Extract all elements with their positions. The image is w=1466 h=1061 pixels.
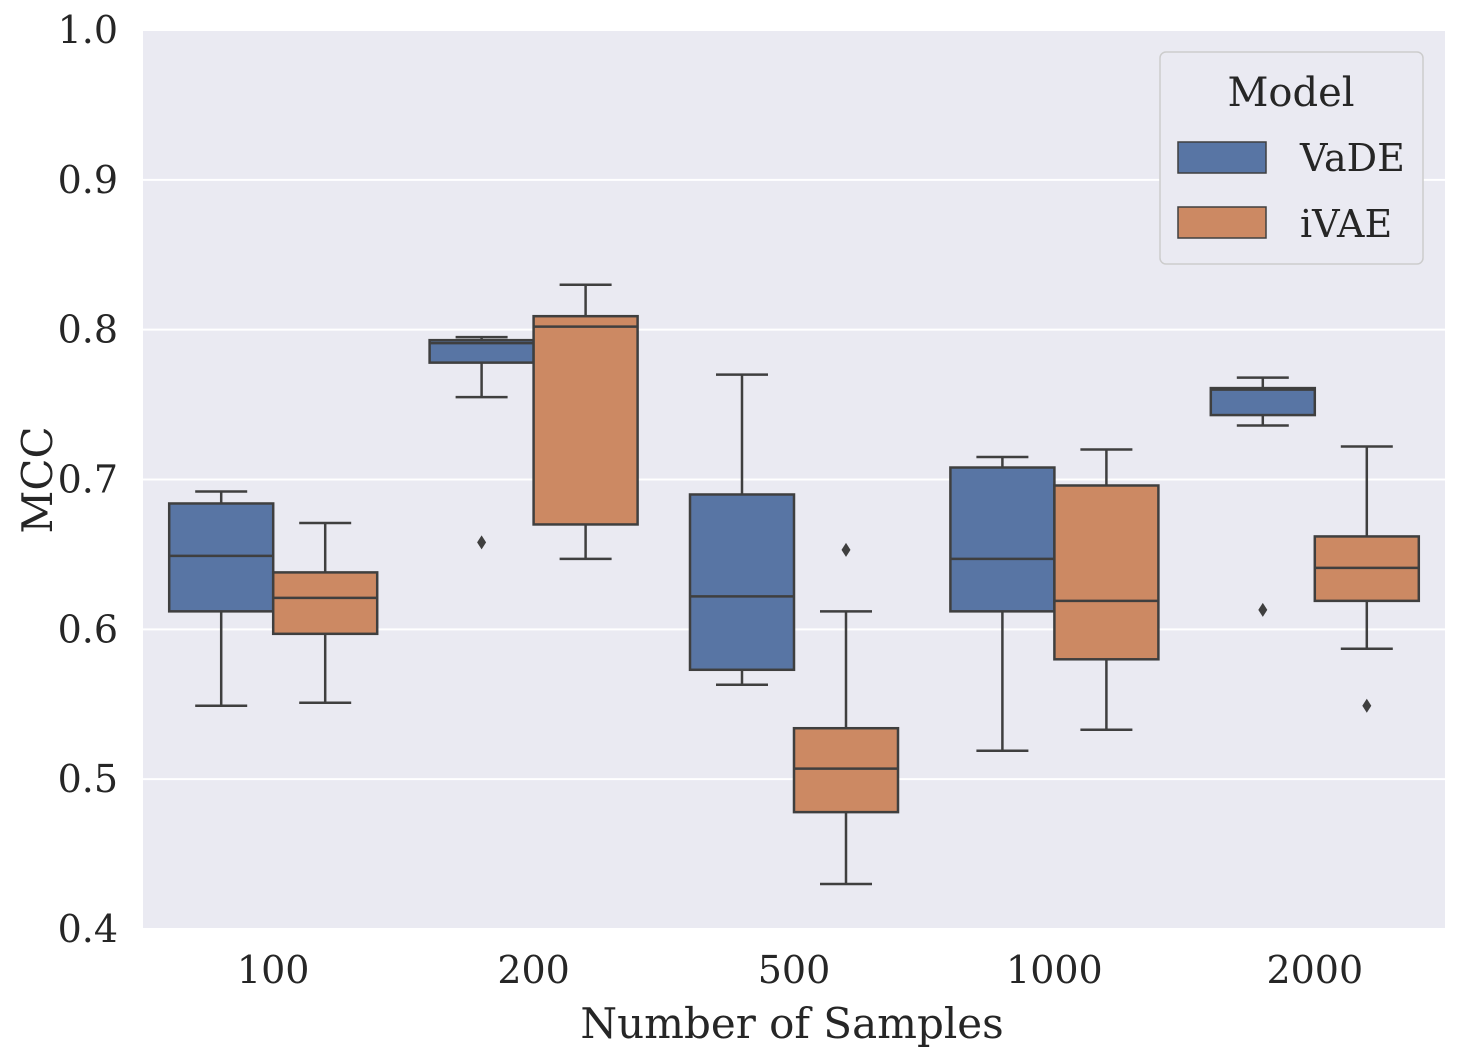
y-axis-ticks: 0.4 0.5 0.6 0.7 0.8 0.9 1.0: [58, 8, 118, 951]
x-axis-label: Number of Samples: [580, 999, 1003, 1048]
box-iqr: [1053, 484, 1160, 661]
box-vade-500: [688, 373, 796, 687]
box-vade-2000: [1209, 376, 1317, 617]
box-ivae-1000: [1053, 448, 1160, 731]
legend-label-vade: VaDE: [1299, 136, 1405, 180]
y-tick-label: 0.8: [58, 308, 118, 352]
legend-swatch-vade: [1177, 141, 1267, 174]
y-tick-label: 0.5: [58, 757, 118, 801]
legend-title: Model: [1227, 70, 1354, 116]
x-axis-ticks: 100 200 500 1000 2000: [237, 948, 1363, 992]
box-vade-100: [167, 490, 275, 707]
outlier-point: [1362, 698, 1372, 713]
box-iqr: [271, 571, 379, 636]
box-iqr: [792, 726, 900, 814]
box-ivae-200: [532, 283, 639, 561]
outlier-point: [841, 542, 851, 557]
y-tick-label: 0.4: [58, 907, 118, 951]
y-tick-label: 1.0: [58, 8, 118, 52]
x-tick-label: 2000: [1266, 948, 1363, 992]
x-tick-label: 1000: [1006, 948, 1103, 992]
box-iqr: [1209, 386, 1317, 417]
y-tick-label: 0.6: [58, 607, 118, 651]
x-tick-label: 100: [237, 948, 310, 992]
box-iqr: [167, 502, 275, 613]
box-iqr: [949, 466, 1056, 613]
legend-swatch-ivae: [1177, 206, 1267, 239]
x-tick-label: 500: [758, 948, 831, 992]
legend: Model VaDE iVAE: [1159, 51, 1424, 265]
outlier-point: [477, 535, 487, 550]
x-tick-label: 200: [497, 948, 570, 992]
legend-label-ivae: iVAE: [1300, 202, 1392, 246]
box-vade-1000: [949, 455, 1056, 752]
outlier-point: [1258, 602, 1268, 617]
box-ivae-2000: [1313, 445, 1421, 713]
box-vade-200: [428, 335, 535, 550]
boxes-layer: [167, 283, 1421, 886]
y-tick-label: 0.9: [58, 158, 118, 202]
y-axis-label: MCC: [13, 426, 62, 533]
y-tick-label: 0.7: [58, 458, 118, 502]
box-iqr: [532, 314, 639, 526]
box-ivae-500: [792, 542, 900, 886]
box-ivae-100: [271, 521, 379, 705]
box-iqr: [688, 493, 796, 672]
